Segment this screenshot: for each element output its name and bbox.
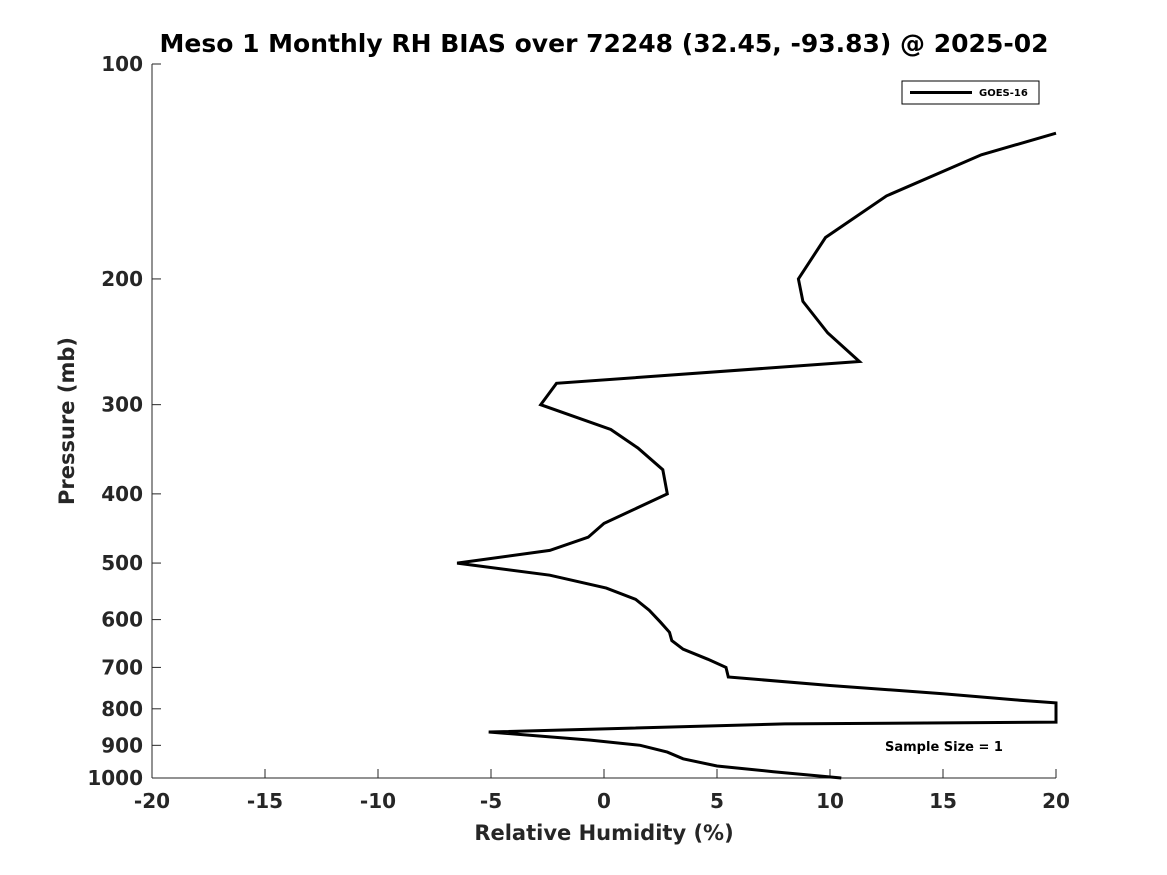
- legend: GOES-16: [901, 80, 1040, 105]
- x-tick-label: -15: [247, 789, 283, 813]
- y-tick-label: 600: [101, 608, 143, 632]
- plot-axes: [151, 64, 1056, 779]
- x-axis-ticks: -20 -15 -10 -5 0 5 10 15 20: [134, 769, 1070, 813]
- x-tick-label: 10: [816, 789, 844, 813]
- y-axis-label: Pressure (mb): [55, 337, 79, 505]
- x-tick-label: 5: [710, 789, 724, 813]
- y-tick-label: 200: [101, 267, 143, 291]
- y-tick-label: 900: [101, 733, 143, 757]
- series-line-goes-16: [456, 131, 1058, 780]
- x-tick-label: 20: [1042, 789, 1070, 813]
- legend-label-goes-16: GOES-16: [979, 88, 1028, 99]
- y-tick-label: 700: [101, 655, 143, 679]
- x-tick-label: 0: [597, 789, 611, 813]
- x-tick-label: -10: [360, 789, 396, 813]
- series-layer: [456, 131, 1058, 780]
- chart-title: Meso 1 Monthly RH BIAS over 72248 (32.45…: [159, 29, 1048, 58]
- y-tick-label: 1000: [87, 766, 143, 790]
- x-axis-label: Relative Humidity (%): [474, 821, 733, 845]
- x-tick-label: -5: [480, 789, 502, 813]
- y-tick-label: 500: [101, 551, 143, 575]
- y-tick-label: 400: [101, 482, 143, 506]
- y-tick-label: 100: [101, 52, 143, 76]
- y-tick-label: 800: [101, 697, 143, 721]
- sample-size-annotation: Sample Size = 1: [885, 740, 1003, 755]
- y-axis-ticks: 100 200 300 400 500 600 700 800 900 1000: [87, 52, 161, 790]
- x-tick-label: -20: [134, 789, 170, 813]
- y-tick-label: 300: [101, 393, 143, 417]
- x-tick-label: 15: [929, 789, 957, 813]
